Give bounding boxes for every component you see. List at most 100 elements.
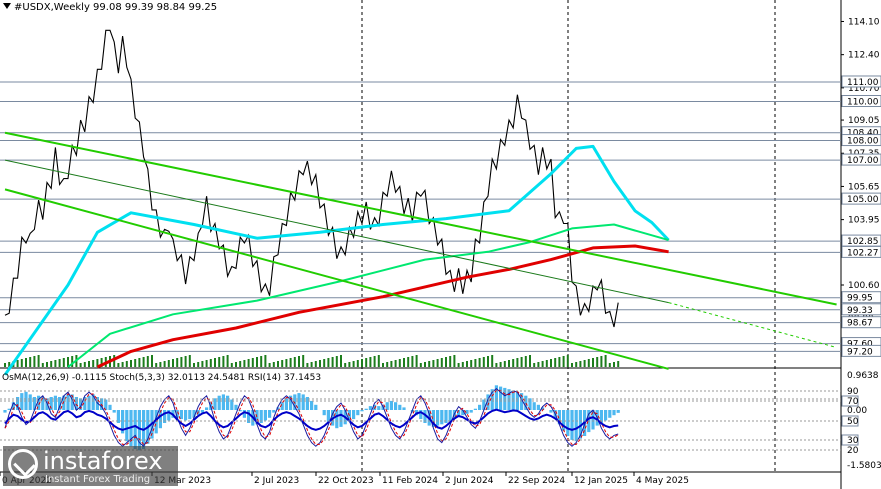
osma-bar [322,410,326,416]
level-label: 102.85 [847,237,879,247]
osma-bar [469,410,473,413]
osma-bar [310,400,314,410]
osma-bar [217,395,221,410]
osma-bar [444,410,448,423]
logo-tagline: Instant Forex Trading [45,474,151,485]
osma-bar [112,410,116,413]
volume-bar [8,362,11,367]
level-label-box [841,192,881,205]
time-tick-label: 2 Jun 2024 [445,476,494,486]
volume-bar [159,362,162,367]
volume-bar [281,360,284,367]
volume-bar [432,360,435,367]
osma-bar [11,402,15,410]
volume-bar [4,363,6,367]
logo-name: instaforex [43,447,163,475]
volume-bar [390,361,393,367]
volume-bar [54,360,57,367]
osma-bar [226,395,230,410]
volume-bar [470,360,473,367]
volume-bar [83,362,86,367]
osma-bar [163,410,167,423]
osma-bar [541,407,545,410]
level-label-box [841,316,881,329]
osma-bar [28,394,32,410]
volume-bar [436,359,439,367]
sub-tick-label: 20 [847,446,859,456]
level-label-box [841,153,881,166]
osma-bar [599,410,603,423]
volume-bar [361,359,363,367]
sub-tick-label: 70 [847,397,859,407]
volume-bar [260,356,263,367]
volume-bar [608,363,611,367]
volume-bar [537,362,540,367]
volume-bar [256,357,258,367]
osma-bar [524,395,528,410]
osma-bar [440,410,444,425]
osma-bar [108,404,112,410]
volume-bar [495,363,498,367]
level-label-box [841,303,881,316]
volume-bar [205,360,208,367]
volume-bar [155,363,158,367]
price-tick-label: 105.65 [848,182,880,192]
volume-bar [151,355,153,367]
volume-bar [62,358,65,367]
osma-bar [7,408,11,410]
volume-bar [566,355,569,367]
volume-bar [461,362,464,367]
osma-bar [478,404,482,410]
price-tick-label: 109.05 [848,116,880,126]
volume-bar [134,359,137,367]
volume-bar [331,357,334,367]
price-line [4,29,619,328]
volume-bar [499,362,502,367]
osma-bar [188,410,192,420]
price-tick-label: 110.70 [848,84,880,94]
volume-bar [541,361,544,367]
volume-bar [130,360,132,367]
volume-bar [398,359,401,367]
osma-bar [305,397,309,410]
trend-line [668,302,837,348]
osma-bar [578,410,582,439]
dropdown-triangle-icon[interactable] [3,3,11,9]
osma-bar [507,389,511,410]
osma-bar [74,397,78,410]
osma-bar [570,410,574,440]
osma-bar [448,410,452,422]
volume-bar [373,356,376,367]
osma-bar [16,397,20,410]
volume-bar [172,359,174,367]
volume-bar [394,360,397,367]
volume-bar [92,360,95,367]
osma-bar [591,410,595,430]
osma-bar [339,410,343,427]
volume-bar [424,362,426,367]
osma-bar [465,410,469,414]
volume-bar [579,361,582,367]
moving-average-line [67,223,669,368]
volume-bar [575,362,578,367]
volume-bar [306,363,309,367]
osma-bar [419,410,423,420]
osma-bar [314,404,318,410]
volume-bar [487,356,489,367]
volume-bar [50,361,53,367]
time-tick-label: 4 May 2025 [636,476,689,486]
logo-check-icon [8,449,38,479]
osma-bar [133,410,137,449]
volume-bar [163,361,166,367]
price-tick-label: 100.60 [848,281,880,291]
osma-bar [280,402,284,410]
stoch-main-line [4,387,619,447]
osma-bar [557,410,561,425]
volume-bar [529,355,531,367]
volume-bar [46,362,48,367]
osma-bar [431,410,435,427]
osma-bar [566,410,570,436]
osma-bar [482,399,486,410]
volume-bar [428,361,431,367]
